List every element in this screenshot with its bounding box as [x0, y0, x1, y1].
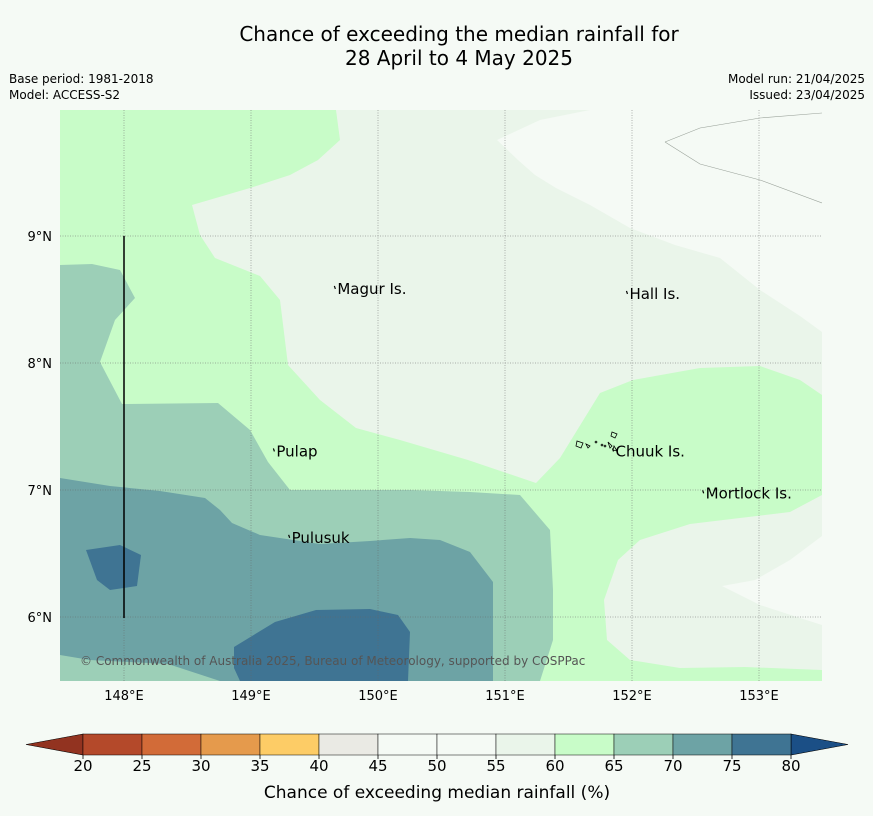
colorbar-ticks: 20 25 30 35 40 45 50 55 60 65 70 75 80	[73, 755, 801, 775]
title-line-1: Chance of exceeding the median rainfall …	[239, 22, 679, 46]
lon-tick-label: 150°E	[358, 689, 398, 704]
place-labels: Magur Is. Hall Is. Pulap Chuuk Is. Mortlock …	[272, 280, 792, 547]
colorbar-cell	[554, 733, 615, 756]
colorbar-tick-label: 45	[368, 757, 387, 775]
model-run-label: Model run: 21/04/2025	[727, 72, 865, 86]
chuuk-islands-shape	[575, 431, 618, 452]
colorbar-cell	[200, 733, 261, 756]
island-marker	[702, 490, 705, 494]
rainfall-contours	[60, 110, 822, 681]
contour-line-east-se	[664, 141, 822, 204]
latitude-ticks: 9°N 8°N 7°N 6°N	[28, 230, 53, 626]
colorbar-tick-label: 40	[309, 757, 328, 775]
meta-right: Model run: 21/04/2025 Issued: 23/04/2025	[728, 71, 865, 103]
colorbar-over-arrow	[790, 733, 849, 756]
island-marker	[288, 534, 291, 538]
title-line-2: 28 April to 4 May 2025	[345, 46, 573, 70]
colorbar-tick-label: 60	[545, 757, 564, 775]
place-label: Mortlock Is.	[706, 484, 792, 502]
island-marker	[625, 290, 629, 295]
colorbar-tick-label: 50	[427, 757, 446, 775]
contour-line-north-ne	[664, 112, 822, 143]
lat-tick-label: 6°N	[28, 611, 53, 626]
place-label: Pulusuk	[292, 529, 350, 547]
forecast-map: 148°E 149°E 150°E 151°E 152°E 153°E 9°N 8°N 7°N…	[28, 110, 822, 704]
lon-tick-label: 149°E	[231, 689, 271, 704]
lat-tick-label: 7°N	[28, 484, 53, 499]
colorbar-tick-label: 65	[604, 757, 623, 775]
lon-tick-label: 148°E	[104, 689, 144, 704]
colorbar-cell	[82, 733, 143, 756]
lon-tick-label: 153°E	[739, 689, 779, 704]
contour-50-55-south	[722, 536, 822, 625]
meta-left: Base period: 1981-2018 Model: ACCESS-S2	[9, 71, 154, 103]
colorbar-cells	[25, 733, 849, 756]
island-marker	[333, 285, 336, 290]
place-label: Hall Is.	[629, 285, 680, 303]
place-label: Magur Is.	[337, 280, 406, 298]
colorbar-cell	[259, 733, 320, 756]
map-title: Chance of exceeding the median rainfall …	[0, 22, 873, 70]
contour-75-80	[86, 545, 141, 590]
contour-75-80-south	[234, 609, 410, 681]
colorbar-tick-label: 75	[722, 757, 741, 775]
longitude-ticks: 148°E 149°E 150°E 151°E 152°E 153°E	[104, 689, 779, 704]
colorbar-tick-label: 35	[250, 757, 269, 775]
colorbar-tick-label: 30	[191, 757, 210, 775]
colorbar-under-arrow	[25, 733, 84, 756]
colorbar-tick-label: 55	[486, 757, 505, 775]
colorbar-cell	[613, 733, 674, 756]
colorbar-cell	[141, 733, 202, 756]
colorbar-cell	[495, 733, 556, 756]
colorbar-tick-label: 20	[73, 757, 92, 775]
colorbar-cell	[731, 733, 792, 756]
colorbar-tick-label: 70	[663, 757, 682, 775]
copyright-notice: © Commonwealth of Australia 2025, Bureau…	[80, 654, 585, 668]
island-marker	[272, 448, 275, 452]
colorbar-cell	[318, 733, 379, 756]
colorbar-tick-label: 25	[132, 757, 151, 775]
place-label: Chuuk Is.	[615, 442, 684, 460]
place-label: Pulap	[276, 442, 317, 460]
contour-50-55-north	[497, 110, 822, 332]
colorbar-cell	[377, 733, 438, 756]
issued-label: Issued: 23/04/2025	[749, 88, 865, 102]
lat-tick-label: 8°N	[28, 357, 53, 372]
colorbar-cell	[672, 733, 733, 756]
base-period-label: Base period: 1981-2018	[9, 72, 154, 86]
colorbar-cell	[436, 733, 497, 756]
lat-tick-label: 9°N	[28, 230, 53, 245]
lon-tick-label: 151°E	[485, 689, 525, 704]
lon-tick-label: 152°E	[612, 689, 652, 704]
colorbar-label: Chance of exceeding median rainfall (%)	[264, 783, 610, 803]
colorbar-tick-label: 80	[781, 757, 800, 775]
model-label: Model: ACCESS-S2	[9, 88, 121, 102]
